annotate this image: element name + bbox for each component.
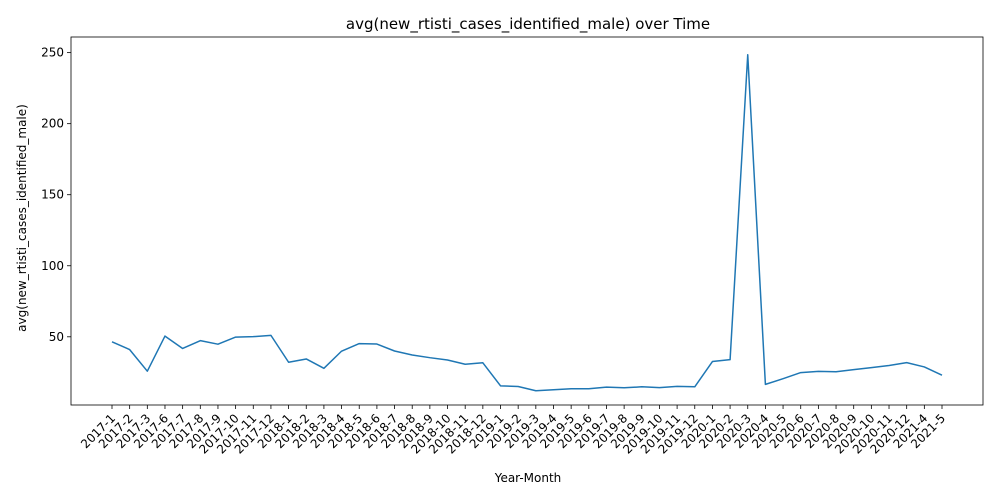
x-axis-label: Year-Month: [494, 471, 562, 485]
y-tick-label: 150: [41, 188, 64, 202]
plot-area: [70, 36, 984, 406]
y-tick-label: 200: [41, 117, 64, 131]
chart-title: avg(new_rtisti_cases_identified_male) ov…: [346, 15, 710, 34]
y-tick-label: 100: [41, 259, 64, 273]
y-tick-label: 250: [41, 46, 64, 60]
y-axis-label: avg(new_rtisti_cases_identified_male): [15, 104, 29, 332]
x-axis-ticks: 2017-12017-22017-32017-62017-72017-82017…: [78, 405, 948, 457]
series-line: [111, 54, 943, 392]
y-axis-ticks: 50 100 150 200 250: [41, 46, 71, 344]
plot-frame: [70, 36, 984, 406]
y-tick-label: 50: [49, 330, 64, 344]
